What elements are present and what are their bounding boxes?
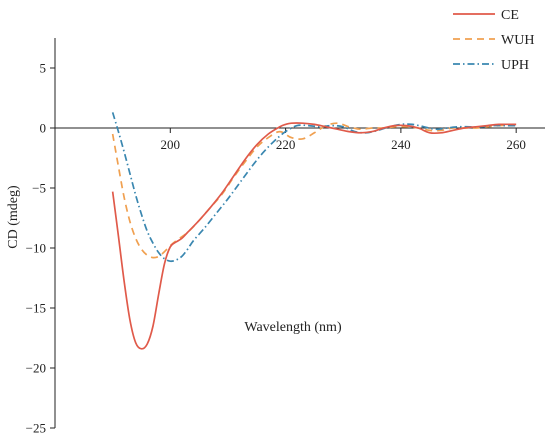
legend-label-wuh: WUH xyxy=(501,33,534,48)
y-tick-label: 5 xyxy=(40,61,47,76)
ticks: 5 0 −5 −10 −15 −20 −25 200 220 240 260 xyxy=(26,61,526,436)
y-tick-label: −10 xyxy=(26,241,46,256)
x-axis-title: Wavelength (nm) xyxy=(244,320,342,335)
x-tick-label: 260 xyxy=(506,137,526,152)
legend-label-ce: CE xyxy=(501,8,519,23)
y-axis-title: CD (mdeg) xyxy=(6,185,21,249)
y-tick-label: −15 xyxy=(26,301,46,316)
y-tick-label: −25 xyxy=(26,421,46,436)
y-tick-label: 0 xyxy=(40,121,47,136)
x-tick-label: 220 xyxy=(276,137,296,152)
x-tick-label: 240 xyxy=(391,137,411,152)
series-line-uph xyxy=(111,112,517,263)
legend-label-uph: UPH xyxy=(501,58,529,73)
y-tick-label: −5 xyxy=(32,181,46,196)
legend: CE WUH UPH xyxy=(453,8,534,73)
x-tick-label: 200 xyxy=(161,137,181,152)
y-tick-label: −20 xyxy=(26,361,46,376)
series-line-wuh xyxy=(111,122,517,259)
series-layer xyxy=(111,112,517,350)
series-line-ce xyxy=(111,122,517,350)
axes xyxy=(54,38,545,428)
